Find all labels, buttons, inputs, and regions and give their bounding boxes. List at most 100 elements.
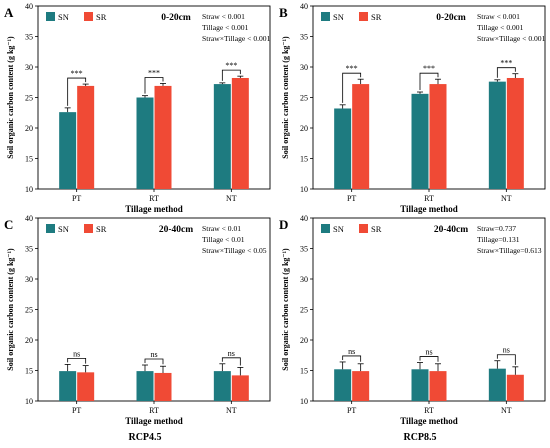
x-tick-label: PT [72,406,81,415]
panel-letter: D [279,217,288,232]
legend-label-sr: SR [96,12,107,22]
legend-swatch-sn [321,224,330,233]
panel-letter: C [4,217,13,232]
bar-sr [231,375,249,401]
footer-label-left: RCP4.5 [128,432,161,443]
y-tick-label: 40 [25,214,33,223]
stats-annotation: Straw < 0.01 [202,224,241,233]
significance-label: ns [73,349,80,358]
bar-sr [231,77,249,189]
significance-label: ns [150,350,157,359]
bar-sn [213,371,231,401]
y-tick-label: 15 [25,155,33,164]
y-tick-label: 20 [25,124,33,133]
depth-label: 20-40cm [434,225,468,235]
y-tick-label: 30 [300,63,308,72]
legend-swatch-sn [46,224,55,233]
bar-sr [429,371,447,401]
x-tick-label: RT [424,194,434,203]
y-tick-label: 25 [25,94,33,103]
significance-bracket [144,77,164,94]
legend-label-sr: SR [371,224,382,234]
significance-label: ns [348,347,355,356]
legend-swatch-sn [46,12,55,21]
x-axis-label: Tillage method [125,204,183,214]
legend-label-sn: SN [333,12,344,22]
bar-sr [352,84,370,189]
y-tick-label: 20 [300,336,308,345]
footer-label-right: RCP8.5 [403,432,436,443]
significance-bracket [144,358,164,365]
panel-c: C 10 15 20 25 30 35 40 Soil organic carbon conte… [4,214,271,426]
y-tick-label: 15 [25,367,33,376]
y-tick-label: 35 [25,33,33,42]
y-tick-label: 15 [300,155,308,164]
significance-bracket [419,72,439,91]
bar-sr [506,77,524,189]
significance-bracket [221,69,241,81]
y-tick-label: 35 [25,245,33,254]
significance-label: *** [500,59,512,68]
stats-annotation: Straw×Tillage=0.613 [477,246,542,255]
x-tick-label: NT [501,194,512,203]
y-tick-label: 10 [25,185,33,194]
legend-swatch-sr [359,12,368,21]
y-tick-label: 10 [300,185,308,194]
x-tick-label: PT [72,194,81,203]
significance-label: ns [228,349,235,358]
y-tick-label: 20 [300,124,308,133]
x-tick-label: PT [347,406,356,415]
x-tick-label: RT [149,194,159,203]
bar-sn [136,371,154,401]
significance-bracket [221,357,241,366]
stats-annotation: Tillage < 0.001 [202,23,249,32]
bar-sn [334,108,352,189]
y-tick-label: 35 [300,245,308,254]
panel-letter: A [4,5,14,20]
y-tick-label: 40 [300,2,308,11]
x-axis-label: Tillage method [125,416,183,426]
stats-annotation: Tillage < 0.001 [477,23,524,32]
panel-letter: B [279,5,288,20]
bar-sn [59,371,77,401]
significance-label: ns [503,346,510,355]
significance-bracket [67,358,87,364]
stats-annotation: Straw×Tillage < 0.001 [202,34,271,43]
y-tick-label: 40 [25,2,33,11]
bar-sr [77,372,95,401]
y-tick-label: 15 [300,367,308,376]
legend-swatch-sn [321,12,330,21]
y-tick-label: 30 [300,275,308,284]
legend-label-sr: SR [96,224,107,234]
bar-sn [136,97,154,189]
significance-bracket [496,67,516,78]
significance-bracket [419,356,439,362]
significance-bracket [67,77,87,106]
significance-label: *** [71,69,83,78]
depth-label: 0-20cm [436,13,466,23]
y-tick-label: 35 [300,33,308,42]
x-tick-label: RT [424,406,434,415]
x-axis-label: Tillage method [400,204,458,214]
y-tick-label: 30 [25,275,33,284]
legend-swatch-sr [84,224,93,233]
y-tick-label: 25 [300,94,308,103]
bar-sr [77,85,95,189]
legend-swatch-sr [84,12,93,21]
bar-sn [411,369,429,401]
legend-label-sn: SN [58,12,69,22]
y-tick-label: 40 [300,214,308,223]
panel-d: D 10 15 20 25 30 35 40 Soil organic carbon conte… [279,214,546,426]
x-tick-label: NT [501,406,512,415]
stats-annotation: Straw < 0.001 [477,12,520,21]
legend-label-sn: SN [58,224,69,234]
significance-bracket [342,72,362,103]
stats-annotation: Tillage < 0.01 [202,235,245,244]
depth-label: 20-40cm [159,225,193,235]
x-tick-label: NT [226,194,237,203]
bar-sr [154,372,172,401]
y-axis-label: Soil organic carbon content (g kg⁻¹) [6,36,15,159]
bar-sn [488,81,506,189]
significance-label: *** [423,64,435,73]
stats-annotation: Straw < 0.001 [202,12,245,21]
